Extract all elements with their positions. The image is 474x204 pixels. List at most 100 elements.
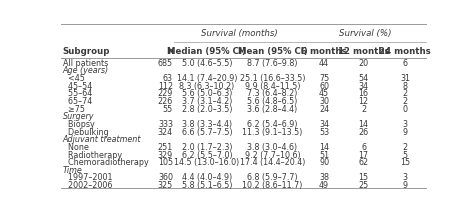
Text: 8: 8 (402, 81, 408, 90)
Text: Mean (95% CI): Mean (95% CI) (237, 46, 308, 55)
Text: 3: 3 (402, 173, 408, 182)
Text: 26: 26 (358, 127, 369, 136)
Text: None: None (63, 142, 89, 151)
Text: 30: 30 (319, 96, 329, 105)
Text: 6.8 (5.9–7.7): 6.8 (5.9–7.7) (247, 173, 298, 182)
Text: 75: 75 (319, 74, 329, 83)
Text: 9.2 (7.7–10.6): 9.2 (7.7–10.6) (245, 150, 301, 159)
Text: 24 months: 24 months (379, 46, 431, 55)
Text: 11.3 (9.1–13.5): 11.3 (9.1–13.5) (242, 127, 303, 136)
Text: 8.7 (7.6–9.8): 8.7 (7.6–9.8) (247, 58, 298, 67)
Text: 2: 2 (361, 104, 366, 113)
Text: 54: 54 (358, 74, 369, 83)
Text: 112: 112 (158, 81, 173, 90)
Text: 90: 90 (319, 157, 329, 166)
Text: 14: 14 (319, 142, 329, 151)
Text: 17: 17 (358, 150, 369, 159)
Text: 2.0 (1.7–2.3): 2.0 (1.7–2.3) (182, 142, 232, 151)
Text: 333: 333 (158, 119, 173, 128)
Text: Survival (%): Survival (%) (339, 29, 392, 38)
Text: 9: 9 (402, 180, 408, 189)
Text: 6: 6 (361, 142, 366, 151)
Text: 45: 45 (319, 89, 329, 98)
Text: 1997–2001: 1997–2001 (63, 173, 112, 182)
Text: 5.6 (5.0–6.3): 5.6 (5.0–6.3) (182, 89, 232, 98)
Text: 3.8 (3.0–4.6): 3.8 (3.0–4.6) (247, 142, 298, 151)
Text: 12: 12 (358, 96, 369, 105)
Text: 9: 9 (402, 127, 408, 136)
Text: 17.4 (14.4–20.4): 17.4 (14.4–20.4) (240, 157, 305, 166)
Text: 2: 2 (402, 96, 408, 105)
Text: 685: 685 (158, 58, 173, 67)
Text: 45–54: 45–54 (63, 81, 92, 90)
Text: 15: 15 (358, 173, 369, 182)
Text: 5.6 (4.8–6.5): 5.6 (4.8–6.5) (247, 96, 298, 105)
Text: 49: 49 (319, 180, 329, 189)
Text: 6: 6 (402, 58, 408, 67)
Text: 5: 5 (402, 150, 408, 159)
Text: Radiotherapy: Radiotherapy (63, 150, 122, 159)
Text: 229: 229 (158, 89, 173, 98)
Text: 325: 325 (158, 180, 173, 189)
Text: 360: 360 (158, 173, 173, 182)
Text: 20: 20 (358, 58, 369, 67)
Text: 25.1 (16.6–33.5): 25.1 (16.6–33.5) (240, 74, 305, 83)
Text: n: n (167, 46, 173, 55)
Text: 34: 34 (319, 119, 329, 128)
Text: 53: 53 (319, 127, 329, 136)
Text: 324: 324 (158, 127, 173, 136)
Text: 65–74: 65–74 (63, 96, 92, 105)
Text: 2: 2 (402, 89, 408, 98)
Text: 14.5 (13.0–16.0): 14.5 (13.0–16.0) (174, 157, 239, 166)
Text: 6.2 (5.5–7.0): 6.2 (5.5–7.0) (182, 150, 232, 159)
Text: 5.8 (5.1–6.5): 5.8 (5.1–6.5) (182, 180, 232, 189)
Text: <45: <45 (63, 74, 84, 83)
Text: 3.8 (3.3–4.4): 3.8 (3.3–4.4) (182, 119, 232, 128)
Text: Biopsy: Biopsy (63, 119, 94, 128)
Text: 10.2 (8.6–11.7): 10.2 (8.6–11.7) (242, 180, 303, 189)
Text: 55–64: 55–64 (63, 89, 92, 98)
Text: 4.4 (4.0–4.9): 4.4 (4.0–4.9) (182, 173, 232, 182)
Text: 38: 38 (319, 173, 329, 182)
Text: 12 months: 12 months (338, 46, 389, 55)
Text: 6 months: 6 months (301, 46, 347, 55)
Text: Survival (months): Survival (months) (201, 29, 278, 38)
Text: 63: 63 (163, 74, 173, 83)
Text: 34: 34 (358, 81, 369, 90)
Text: 14: 14 (358, 119, 369, 128)
Text: 3.7 (3.1–4.2): 3.7 (3.1–4.2) (182, 96, 232, 105)
Text: Surgery: Surgery (63, 112, 94, 121)
Text: 7.3 (6.4–8.2): 7.3 (6.4–8.2) (247, 89, 298, 98)
Text: Debulking: Debulking (63, 127, 108, 136)
Text: 0: 0 (402, 104, 408, 113)
Text: 3: 3 (402, 119, 408, 128)
Text: 60: 60 (319, 81, 329, 90)
Text: Median (95% CI): Median (95% CI) (167, 46, 246, 55)
Text: 2: 2 (402, 142, 408, 151)
Text: ≥75: ≥75 (63, 104, 84, 113)
Text: 51: 51 (319, 150, 329, 159)
Text: 8.3 (6.3–10.2): 8.3 (6.3–10.2) (179, 81, 235, 90)
Text: 105: 105 (158, 157, 173, 166)
Text: Adjuvant treatment: Adjuvant treatment (63, 135, 141, 143)
Text: 14.1 (7.4–20.9): 14.1 (7.4–20.9) (177, 74, 237, 83)
Text: 62: 62 (358, 157, 369, 166)
Text: 5.0 (4.6–5.5): 5.0 (4.6–5.5) (182, 58, 232, 67)
Text: 31: 31 (400, 74, 410, 83)
Text: Subgroup: Subgroup (63, 46, 110, 55)
Text: Age (years): Age (years) (63, 66, 109, 75)
Text: 329: 329 (158, 150, 173, 159)
Text: 55: 55 (163, 104, 173, 113)
Text: 9.9 (8.4–11.5): 9.9 (8.4–11.5) (245, 81, 301, 90)
Text: 24: 24 (319, 104, 329, 113)
Text: 2002–2006: 2002–2006 (63, 180, 112, 189)
Text: 25: 25 (358, 180, 369, 189)
Text: Chemoradiotherapy: Chemoradiotherapy (63, 157, 148, 166)
Text: 6.6 (5.7–7.5): 6.6 (5.7–7.5) (182, 127, 232, 136)
Text: 6.2 (5.4–6.9): 6.2 (5.4–6.9) (247, 119, 298, 128)
Text: 3.6 (2.8–4.4): 3.6 (2.8–4.4) (247, 104, 298, 113)
Text: All patients: All patients (63, 58, 108, 67)
Text: 251: 251 (158, 142, 173, 151)
Text: 2.8 (2.0–3.5): 2.8 (2.0–3.5) (182, 104, 232, 113)
Text: 226: 226 (158, 96, 173, 105)
